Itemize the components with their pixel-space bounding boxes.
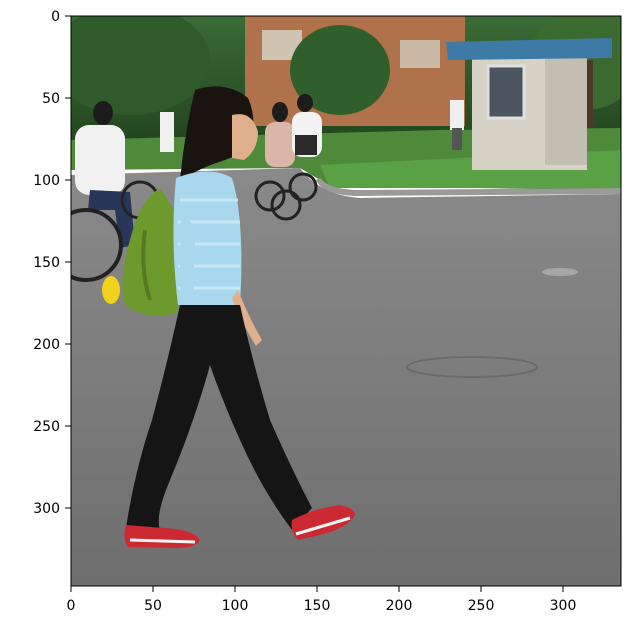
booth-window	[486, 64, 526, 120]
x-tick-label: 300	[550, 598, 577, 614]
y-tick-label: 150	[33, 255, 60, 271]
y-axis: 0 50 100 150 200 250 300	[33, 9, 71, 517]
road-patch	[542, 268, 578, 276]
face	[232, 114, 258, 160]
y-tick-label: 100	[33, 173, 60, 189]
building-windows-2	[400, 40, 440, 68]
background-cyclists	[71, 94, 464, 282]
curb	[316, 178, 621, 196]
y-tick-label: 50	[42, 91, 60, 107]
x-tick-label: 0	[67, 598, 76, 614]
x-tick-label: 100	[222, 598, 249, 614]
x-tick-label: 50	[144, 598, 162, 614]
axes-frame	[70, 15, 622, 587]
y-tick-label: 0	[51, 9, 60, 25]
tree-left	[71, 16, 210, 115]
backpack	[122, 188, 182, 316]
booth-roof	[446, 38, 612, 60]
x-axis: 0 50 100 150 200 250 300	[67, 586, 577, 614]
hair	[180, 86, 254, 180]
tree-trunk	[585, 60, 593, 170]
manhole	[406, 356, 538, 378]
y-tick-label: 200	[33, 337, 60, 353]
backpack-charm	[102, 276, 120, 304]
x-tick-label: 200	[386, 598, 413, 614]
y-tick-label: 250	[33, 419, 60, 435]
x-tick-label: 250	[468, 598, 495, 614]
y-tick-label: 300	[33, 501, 60, 517]
pants	[126, 305, 312, 530]
tree-mid	[290, 25, 390, 115]
booth-side	[545, 55, 587, 165]
photo	[71, 16, 621, 586]
x-tick-label: 150	[304, 598, 331, 614]
walking-woman	[102, 86, 355, 548]
